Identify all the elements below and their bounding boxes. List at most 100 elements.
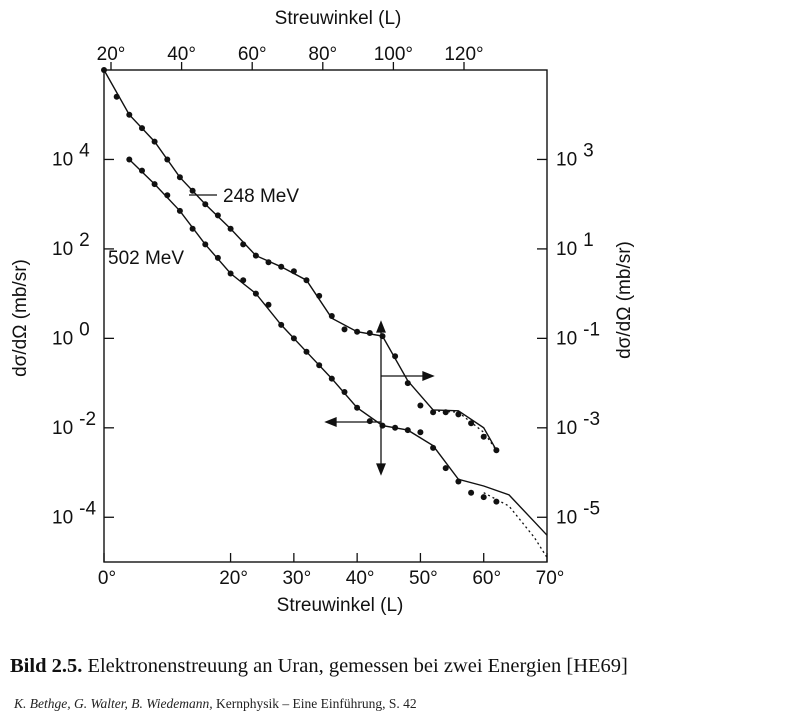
data-point-502mev <box>176 207 183 214</box>
caption-label: Bild 2.5. <box>10 655 83 677</box>
data-point-502mev <box>366 418 373 425</box>
data-point-248mev <box>151 138 158 145</box>
scattering-chart: Streuwinkel (L) 20° 40° 60° 80° 100° 120° Str… <box>10 8 635 616</box>
data-point-248mev <box>139 125 145 132</box>
top-tick-label: 100° <box>374 44 413 65</box>
top-tick-label: 120° <box>444 44 483 65</box>
data-point-248mev <box>455 411 462 418</box>
left-tick-label: 10 -4 <box>52 498 96 528</box>
data-point-248mev <box>252 252 259 259</box>
data-point-248mev <box>214 212 221 219</box>
data-point-502mev <box>430 444 437 451</box>
right-tick-label: 10 -3 <box>556 409 600 439</box>
crosshair-lower <box>324 400 386 476</box>
data-point-502mev <box>151 181 158 188</box>
data-point-248mev <box>227 225 234 232</box>
data-point-502mev <box>278 321 285 328</box>
data-point-502mev <box>164 192 171 199</box>
figure-credit: K. Bethge, G. Walter, B. Wiedemann, Kern… <box>14 696 417 712</box>
plot-frame <box>103 69 548 563</box>
data-point-248mev <box>316 292 323 299</box>
bottom-tick-label: 50° <box>409 568 438 589</box>
top-tick-label: 40° <box>167 44 196 65</box>
bottom-axis: 0° 20° 30° 40° 50° 60° 70° <box>98 553 564 589</box>
left-tick-label: 10 0 <box>52 319 90 349</box>
credit-authors: K. Bethge, G. Walter, B. Wiedemann, <box>14 696 213 711</box>
data-point-248mev <box>303 277 310 284</box>
bottom-tick-label: 20° <box>219 568 248 589</box>
data-point-502mev <box>480 494 487 501</box>
left-tick-label: 10 4 <box>52 140 90 170</box>
data-point-502mev <box>354 404 361 411</box>
data-point-502mev <box>404 427 411 434</box>
data-point-248mev <box>341 326 348 333</box>
data-point-248mev <box>278 263 285 270</box>
top-tick-label: 60° <box>238 44 267 65</box>
left-tick-label: 10 2 <box>52 230 90 260</box>
data-point-502mev <box>290 335 297 342</box>
right-tick-label: 10 -5 <box>556 498 600 528</box>
series-label-502mev: 502 MeV <box>108 248 184 269</box>
data-point-502mev <box>493 498 500 505</box>
data-point-502mev <box>417 429 424 436</box>
crosshair-upper <box>376 320 435 410</box>
data-point-502mev <box>240 277 247 284</box>
top-axis: 20° 40° 60° 80° 100° 120° <box>97 44 484 70</box>
data-point-248mev <box>442 409 449 416</box>
bottom-tick-label: 70° <box>536 568 565 589</box>
series-layer <box>101 67 548 558</box>
data-point-248mev <box>290 268 297 275</box>
bottom-axis-title: Streuwinkel (L) <box>277 595 404 616</box>
right-tick-label: 10 3 <box>556 140 594 170</box>
data-point-502mev <box>214 254 221 261</box>
data-point-502mev <box>265 301 272 308</box>
caption-text: Elektronenstreuung an Uran, gemessen bei… <box>87 655 628 677</box>
data-point-248mev <box>493 447 500 454</box>
data-point-502mev <box>442 465 449 472</box>
data-point-248mev <box>404 380 411 387</box>
data-point-248mev <box>176 174 183 181</box>
top-tick-label: 20° <box>97 44 126 65</box>
right-axis-title: dσ/dΩ (mb/sr) <box>614 241 635 359</box>
data-point-502mev <box>468 489 475 496</box>
left-tick-label: 10 -2 <box>52 409 96 439</box>
data-point-248mev <box>392 353 399 360</box>
data-point-248mev <box>417 402 424 409</box>
data-point-248mev <box>240 241 247 248</box>
data-point-502mev <box>252 290 259 297</box>
data-point-502mev <box>189 225 196 232</box>
data-point-248mev <box>101 67 107 73</box>
data-point-502mev <box>392 424 399 431</box>
data-point-502mev <box>303 348 310 355</box>
data-point-502mev <box>341 389 348 395</box>
left-axis-title: dσ/dΩ (mb/sr) <box>10 259 31 377</box>
figure-caption: Bild 2.5. Elektronenstreuung an Uran, ge… <box>10 655 790 678</box>
data-point-248mev <box>265 259 272 266</box>
bottom-tick-label: 30° <box>282 568 311 589</box>
data-point-248mev <box>328 313 335 319</box>
data-point-502mev <box>126 156 133 163</box>
right-tick-label: 10 -1 <box>556 319 600 349</box>
data-point-502mev <box>202 241 209 248</box>
data-point-248mev <box>202 201 209 208</box>
top-axis-title: Streuwinkel (L) <box>275 8 402 29</box>
right-tick-label: 10 1 <box>556 230 594 260</box>
data-point-248mev <box>164 156 171 163</box>
data-point-248mev <box>113 93 120 100</box>
top-tick-label: 80° <box>308 44 337 65</box>
series-fit-dotted-248mev <box>433 410 497 451</box>
bottom-tick-label: 60° <box>472 568 501 589</box>
data-point-248mev <box>468 420 475 427</box>
data-point-502mev <box>328 375 335 382</box>
data-point-248mev <box>366 330 373 336</box>
data-point-502mev <box>455 478 462 485</box>
series-fit-dotted-502mev <box>483 492 548 558</box>
data-point-248mev <box>189 187 196 194</box>
data-point-248mev <box>354 328 361 335</box>
data-point-248mev <box>430 409 437 416</box>
data-point-248mev <box>126 111 133 118</box>
data-point-502mev <box>139 167 145 174</box>
data-point-248mev <box>480 433 487 440</box>
series-label-248mev: 248 MeV <box>223 186 299 207</box>
